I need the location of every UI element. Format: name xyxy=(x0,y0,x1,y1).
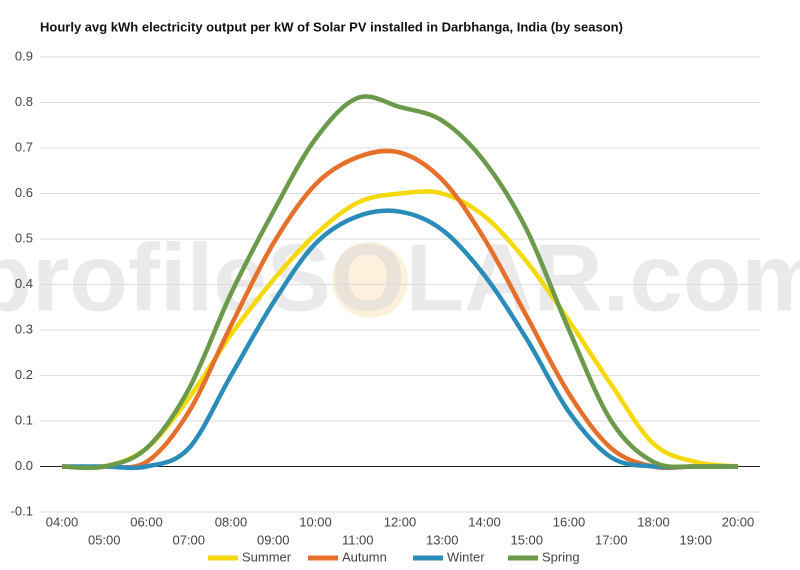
x-tick-label: 16:00 xyxy=(553,514,586,529)
x-tick-label: 11:00 xyxy=(342,532,374,547)
x-tick-label: 15:00 xyxy=(510,532,543,547)
y-tick-label: 0.6 xyxy=(15,185,33,200)
x-tick-label: 12:00 xyxy=(384,514,417,529)
y-tick-label: 0.8 xyxy=(15,94,33,109)
x-tick-label: 19:00 xyxy=(679,532,712,547)
x-tick-label: 09:00 xyxy=(257,532,290,547)
x-tick-label: 18:00 xyxy=(637,514,670,529)
x-tick-label: 20:00 xyxy=(722,514,755,529)
y-tick-label: 0.9 xyxy=(15,48,33,63)
y-tick-label: 0.4 xyxy=(15,276,33,291)
y-tick-label: -0.1 xyxy=(11,503,33,518)
y-tick-label: 0.5 xyxy=(15,230,33,245)
y-tick-label: 0.0 xyxy=(15,458,33,473)
watermark-sun xyxy=(332,242,408,318)
x-tick-label: 14:00 xyxy=(468,514,501,529)
y-tick-label: 0.1 xyxy=(15,412,33,427)
y-tick-label: 0.3 xyxy=(15,321,33,336)
y-tick-label: 0.2 xyxy=(15,367,33,382)
x-tick-label: 06:00 xyxy=(130,514,163,529)
y-tick-label: 0.7 xyxy=(15,139,33,154)
series-line xyxy=(61,94,739,471)
legend-label: Autumn xyxy=(342,549,387,564)
x-tick-label: 17:00 xyxy=(595,532,628,547)
x-tick-label: 05:00 xyxy=(88,532,121,547)
series-line xyxy=(61,148,738,471)
x-tick-label: 07:00 xyxy=(172,532,205,547)
x-tick-label: 08:00 xyxy=(215,514,248,529)
chart-title: Hourly avg kWh electricity output per kW… xyxy=(40,19,623,34)
x-tick-label: 04:00 xyxy=(46,514,79,529)
x-tick-label: 13:00 xyxy=(426,532,459,547)
series-line xyxy=(62,208,738,471)
x-tick-label: 10:00 xyxy=(299,514,332,529)
watermark: profileSOLAR.com xyxy=(0,224,800,331)
legend-label: Spring xyxy=(542,549,580,564)
legend-label: Summer xyxy=(242,549,292,564)
series-line xyxy=(61,189,739,471)
legend-label: Winter xyxy=(447,549,485,564)
